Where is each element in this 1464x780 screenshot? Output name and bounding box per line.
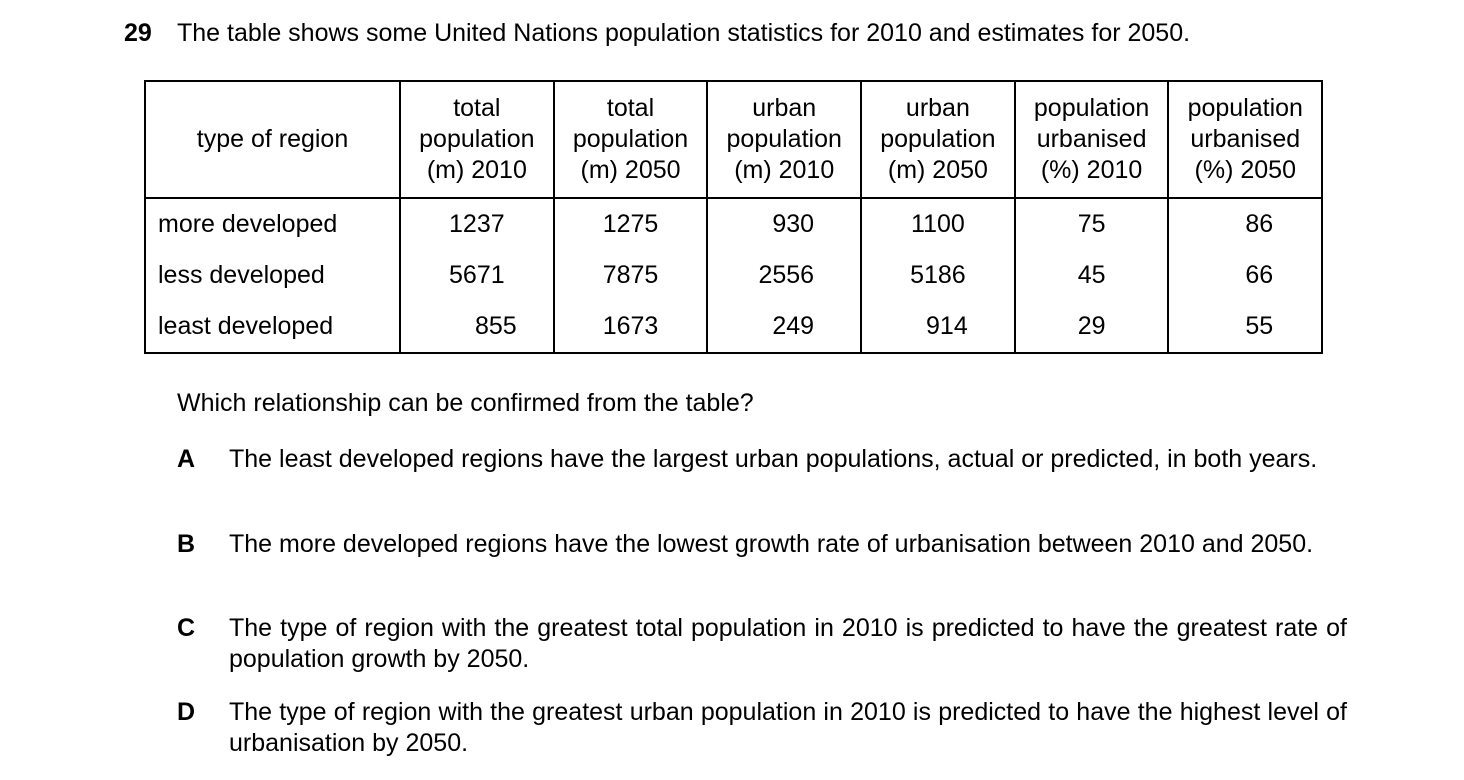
option-letter: B bbox=[177, 530, 196, 558]
table-row: more developed 1237 1275 930 1100 75 86 bbox=[144, 198, 1324, 250]
table-cell: 1673 bbox=[552, 301, 709, 354]
table-cell: 930 bbox=[706, 198, 863, 250]
table-row: least developed 855 1673 249 914 29 55 bbox=[144, 301, 1324, 354]
header-urbanised-2050: population urbanised (%) 2050 bbox=[1167, 80, 1324, 199]
table-cell: 45 bbox=[1013, 250, 1170, 301]
option-letter: D bbox=[177, 698, 196, 726]
table-cell: 7875 bbox=[552, 250, 709, 301]
header-total-pop-2050: total population (m) 2050 bbox=[552, 80, 709, 199]
option-d[interactable]: D The type of region with the greatest u… bbox=[177, 697, 1347, 759]
table-cell: 55 bbox=[1167, 301, 1324, 354]
table-cell: 29 bbox=[1013, 301, 1170, 354]
question-intro: The table shows some United Nations popu… bbox=[177, 19, 1191, 47]
table-cell: 249 bbox=[706, 301, 863, 354]
table-cell: 75 bbox=[1013, 198, 1170, 250]
population-table: type of region total population (m) 2010 t… bbox=[144, 80, 1324, 354]
table-cell: 1237 bbox=[399, 198, 555, 250]
table-cell: 1100 bbox=[860, 198, 1016, 250]
question-number: 29 bbox=[124, 19, 152, 47]
header-type-of-region: type of region bbox=[144, 80, 401, 199]
row-label: less developed bbox=[144, 250, 401, 301]
option-text: The type of region with the greatest tot… bbox=[229, 614, 1347, 673]
option-text: The more developed regions have the lowe… bbox=[229, 530, 1314, 558]
option-c[interactable]: C The type of region with the greatest t… bbox=[177, 613, 1347, 675]
option-b[interactable]: B The more developed regions have the lo… bbox=[177, 529, 1347, 560]
table-cell: 5671 bbox=[399, 250, 555, 301]
table-cell: 914 bbox=[860, 301, 1016, 354]
header-urban-pop-2050: urban population (m) 2050 bbox=[860, 80, 1016, 199]
table-cell: 1275 bbox=[552, 198, 709, 250]
option-letter: C bbox=[177, 614, 196, 642]
table-row: less developed 5671 7875 2556 5186 45 66 bbox=[144, 250, 1324, 301]
table-cell: 66 bbox=[1167, 250, 1324, 301]
question-header: 29 The table shows some United Nations po… bbox=[124, 17, 1190, 49]
header-urban-pop-2010: urban population (m) 2010 bbox=[706, 80, 863, 199]
option-text: The type of region with the greatest urb… bbox=[229, 698, 1347, 757]
table-header-row: type of region total population (m) 2010 t… bbox=[144, 80, 1324, 199]
question-stem: Which relationship can be confirmed from… bbox=[177, 389, 754, 417]
row-label: more developed bbox=[144, 198, 401, 250]
table-cell: 855 bbox=[399, 301, 555, 354]
table-cell: 86 bbox=[1167, 198, 1324, 250]
row-label: least developed bbox=[144, 301, 401, 354]
header-total-pop-2010: total population (m) 2010 bbox=[399, 80, 555, 199]
option-text: The least developed regions have the lar… bbox=[229, 445, 1318, 473]
table-cell: 2556 bbox=[706, 250, 863, 301]
header-urbanised-2010: population urbanised (%) 2010 bbox=[1013, 80, 1170, 199]
table-cell: 5186 bbox=[860, 250, 1016, 301]
option-letter: A bbox=[177, 445, 196, 473]
option-a[interactable]: A The least developed regions have the l… bbox=[177, 444, 1347, 475]
